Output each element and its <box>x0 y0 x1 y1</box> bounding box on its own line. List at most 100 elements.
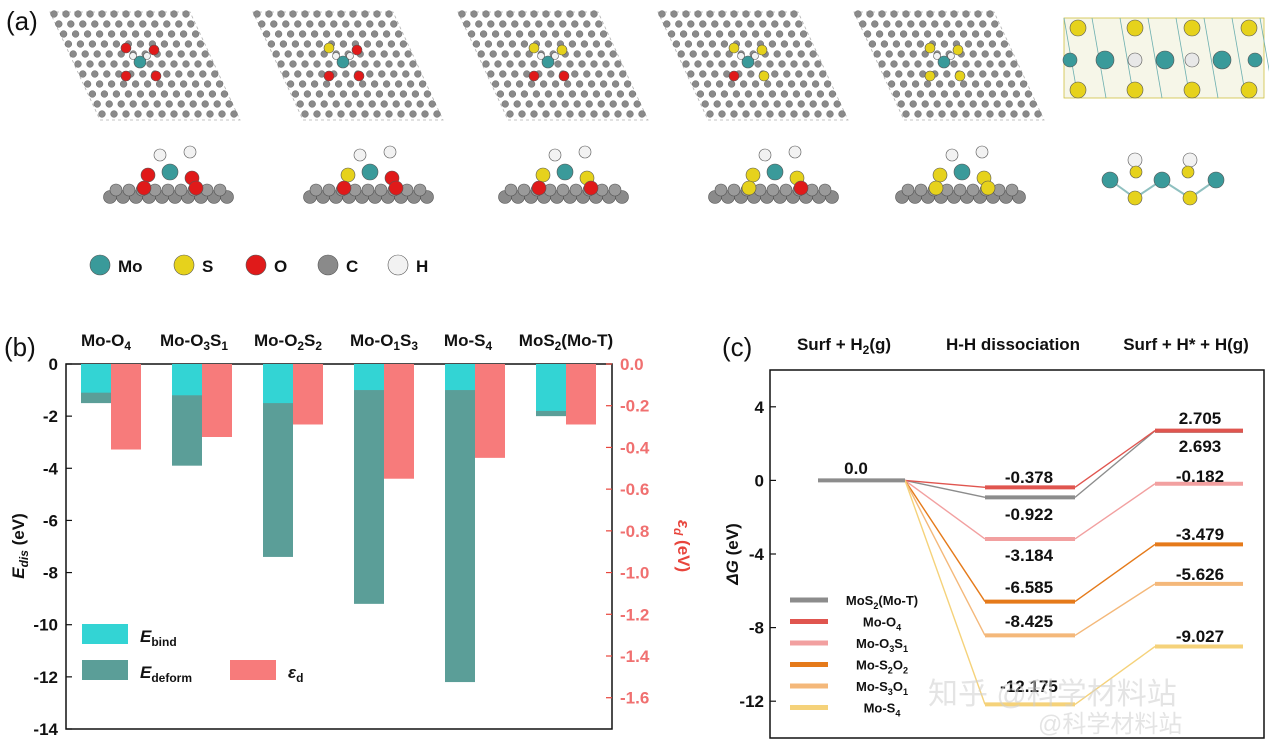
carbon-atom <box>947 80 956 88</box>
carbon-atom <box>768 40 777 48</box>
carbon-atom <box>373 110 381 118</box>
carbon-atom <box>530 10 538 18</box>
carbon-atom <box>749 100 757 108</box>
carbon-atom <box>387 40 396 48</box>
carbon-atom <box>182 60 190 68</box>
carbon-atom <box>626 110 634 118</box>
carbon-atom <box>828 90 837 98</box>
carbon-atom <box>768 90 777 98</box>
carbon-atom <box>926 10 934 18</box>
carbon-atom <box>158 110 166 118</box>
hydrogen-atom <box>1184 52 1200 68</box>
carbon-atom <box>472 40 481 48</box>
carbon-atom <box>409 60 417 68</box>
carbon-atom <box>83 30 92 38</box>
carbon-atom <box>83 80 92 88</box>
carbon-atom <box>93 100 101 108</box>
carbon-atom <box>566 110 574 118</box>
cell-outline <box>457 11 649 121</box>
carbon-atom <box>826 110 834 118</box>
carbon-atom <box>771 20 779 28</box>
side-view-structures <box>103 145 1026 204</box>
carbon-atom <box>492 30 500 38</box>
carbon-atom <box>595 70 603 78</box>
carbon-atom <box>330 20 338 28</box>
carbon-atom <box>303 40 312 48</box>
carbon-atom <box>335 80 343 88</box>
carbon-atom <box>950 110 958 118</box>
molybdenum-atom <box>1095 50 1115 70</box>
carbon-atom <box>535 20 543 28</box>
carbon-atom <box>182 110 190 118</box>
carbon-atom <box>974 110 982 118</box>
carbon-atom <box>916 90 925 98</box>
carbon-atom <box>578 110 586 118</box>
hydrogen-atom <box>758 148 772 162</box>
connector-line <box>904 479 986 499</box>
bar-epsilon-d <box>475 364 505 458</box>
carbon-atom <box>602 110 610 118</box>
tick-label: -2 <box>43 407 58 426</box>
carbon-atom <box>380 50 388 58</box>
tick-label: 0.0 <box>620 355 644 374</box>
carbon-atom <box>981 50 989 58</box>
carbon-atom <box>337 110 345 118</box>
carbon-atom <box>959 80 968 88</box>
carbon-atom <box>566 60 574 68</box>
carbon-atom <box>530 110 538 118</box>
sulfur-atom <box>1069 81 1087 99</box>
carbon-atom <box>1024 90 1033 98</box>
carbon-atom <box>682 60 690 68</box>
carbon-atom <box>819 70 827 78</box>
carbon-atom <box>494 60 502 68</box>
value-label-final: -0.182 <box>1176 467 1224 486</box>
connector-line <box>1074 543 1156 603</box>
sulfur-atom <box>745 167 761 183</box>
carbon-atom <box>727 183 741 197</box>
tick-label: -1.0 <box>620 564 649 583</box>
carbon-atom <box>969 50 977 58</box>
carbon-atom <box>356 100 364 108</box>
carbon-atom <box>134 110 142 118</box>
carbon-atom <box>1003 70 1011 78</box>
panel-b-right-axis-title: εd (eV) <box>671 520 693 572</box>
oxygen-atom <box>188 180 204 196</box>
oxygen-atom <box>351 44 363 56</box>
molybdenum-atom <box>1247 52 1263 68</box>
carbon-atom <box>196 90 205 98</box>
carbon-atom <box>119 80 128 88</box>
carbon-atom <box>947 30 956 38</box>
carbon-atom <box>723 20 731 28</box>
panel-b-category-headers: Mo-O4 Mo-O3S1 Mo-O2S2 Mo-O1S3 Mo-S4 MoS2(Mo-T… <box>81 331 613 353</box>
carbon-atom <box>969 100 977 108</box>
carbon-atom <box>325 60 333 68</box>
carbon-atom <box>899 30 908 38</box>
carbon-atom <box>742 110 750 118</box>
carbon-atom <box>790 110 798 118</box>
carbon-atom <box>744 40 753 48</box>
hydrogen-atom <box>1182 152 1198 168</box>
carbon-atom <box>911 30 920 38</box>
carbon-atom <box>366 20 374 28</box>
carbon-atom <box>385 110 393 118</box>
carbon-atom <box>175 70 183 78</box>
carbon-atom <box>323 80 331 88</box>
carbon-atom <box>230 110 238 118</box>
carbon-atom <box>983 80 992 88</box>
legend-atom-label: Mo <box>118 257 143 276</box>
carbon-atom <box>871 20 879 28</box>
carbon-atom <box>275 30 283 38</box>
carbon-atom <box>575 30 584 38</box>
connector-line <box>904 479 986 540</box>
legend-atom-label: H <box>416 257 428 276</box>
carbon-atom <box>590 110 598 118</box>
carbon-atom <box>496 90 505 98</box>
carbon-atom <box>1019 80 1028 88</box>
carbon-atom <box>923 80 932 88</box>
carbon-atom <box>525 50 533 58</box>
carbon-atom <box>991 70 999 78</box>
carbon-atom <box>55 20 63 28</box>
carbon-atom <box>189 100 197 108</box>
carbon-atom <box>730 110 738 118</box>
carbon-atom <box>122 10 130 18</box>
